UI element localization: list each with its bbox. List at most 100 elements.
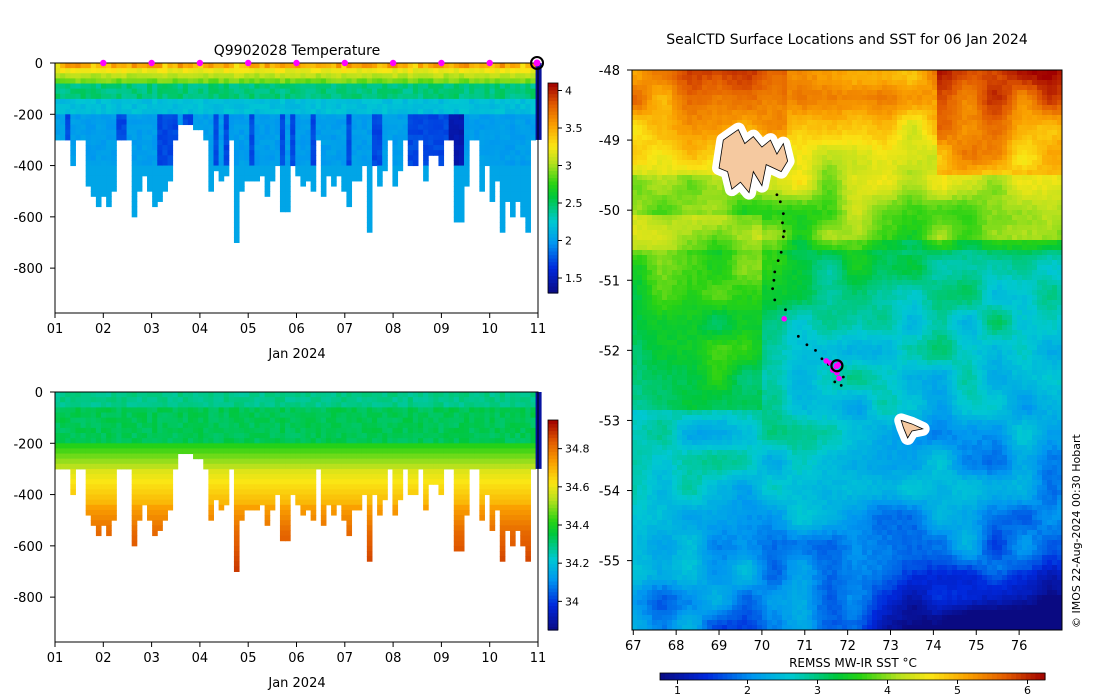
temp-profile-cell	[331, 145, 337, 151]
temp-profile-cell	[285, 104, 291, 110]
sal-profile-cell	[264, 448, 271, 455]
sal-profile-cell	[55, 443, 61, 449]
sal-profile-cell	[95, 397, 102, 403]
temp-profile-cell	[336, 170, 342, 177]
sal-profile-cell	[341, 474, 347, 480]
temp-profile-cell	[213, 165, 220, 172]
temp-profile-cell	[274, 98, 281, 105]
sst-cell	[812, 70, 818, 76]
sal-profile-cell	[499, 443, 506, 449]
temp-profile-cell	[264, 104, 271, 110]
temp-profile-cell	[392, 160, 399, 167]
sst-cell	[937, 100, 943, 106]
sal-profile-cell	[85, 494, 92, 501]
sal-profile-cell	[131, 484, 138, 490]
temp-profile-cell	[325, 109, 332, 115]
sal-profile-cell	[233, 509, 240, 516]
temp-profile-cell	[182, 73, 189, 79]
temp-profile-cell	[285, 134, 291, 141]
sal-profile-cell	[203, 397, 209, 403]
temperature-colorbar-segment	[548, 258, 558, 263]
sal-profile-cell	[239, 509, 245, 516]
salinity-colorbar-segment	[548, 588, 558, 593]
sal-profile-cell	[244, 458, 250, 465]
temp-profile-cell	[423, 73, 429, 79]
sal-profile-cell	[520, 392, 526, 398]
temp-profile-cell	[499, 134, 506, 141]
temp-profile-cell	[254, 145, 261, 151]
salinity-x-tick-label: 01	[47, 651, 64, 666]
sal-profile-cell	[300, 417, 307, 424]
sst-cell	[742, 80, 748, 86]
sal-profile-cell	[331, 499, 337, 506]
sal-profile-cell	[341, 443, 347, 449]
sal-profile-cell	[177, 402, 184, 408]
sal-profile-cell	[147, 412, 153, 419]
sst-cell	[1002, 80, 1008, 86]
temp-profile-cell	[152, 165, 158, 172]
sst-cell	[787, 85, 793, 91]
sal-profile-cell	[428, 397, 434, 403]
sal-profile-cell	[167, 443, 174, 449]
temp-profile-cell	[101, 78, 107, 85]
temp-profile-cell	[80, 134, 87, 141]
sal-profile-cell	[392, 484, 399, 490]
temp-profile-cell	[152, 139, 158, 146]
temp-profile-cell	[331, 63, 337, 69]
sal-profile-cell	[504, 392, 511, 398]
sal-profile-cell	[101, 509, 107, 516]
temp-profile-cell	[336, 150, 342, 156]
temp-profile-cell	[208, 93, 214, 100]
temp-profile-cell	[331, 139, 337, 146]
sal-profile-cell	[499, 515, 506, 521]
sal-profile-cell	[131, 504, 138, 511]
temp-profile-cell	[371, 93, 378, 100]
temp-profile-cell	[453, 186, 460, 192]
sal-profile-cell	[417, 433, 424, 439]
sal-profile-cell	[510, 417, 516, 424]
sal-profile-cell	[530, 422, 537, 429]
salinity-colorbar-segment	[548, 605, 558, 610]
temp-profile-cell	[157, 68, 163, 74]
temp-profile-cell	[172, 68, 179, 74]
sal-profile-cell	[162, 448, 168, 455]
sal-profile-cell	[300, 479, 307, 485]
sal-profile-cell	[198, 453, 204, 460]
temp-profile-cell	[438, 145, 445, 151]
sst-cell	[647, 70, 653, 76]
temp-profile-cell	[346, 150, 353, 156]
sal-profile-cell	[95, 433, 102, 439]
sal-profile-cell	[315, 422, 322, 429]
temp-profile-cell	[520, 114, 526, 120]
sal-profile-cell	[428, 468, 434, 475]
sst-cell	[657, 100, 663, 106]
sal-profile-cell	[106, 489, 112, 496]
sal-profile-cell	[382, 453, 388, 460]
temp-profile-cell	[377, 63, 383, 69]
sal-profile-cell	[95, 499, 102, 506]
sst-cell	[882, 80, 888, 86]
temp-profile-cell	[530, 104, 537, 110]
temperature-plot-area	[55, 63, 542, 243]
sal-profile-cell	[366, 479, 373, 485]
sst-cell	[667, 85, 673, 91]
salinity-colorbar-segment	[548, 434, 558, 439]
temp-profile-cell	[95, 150, 102, 156]
temp-profile-cell	[177, 68, 184, 74]
sal-profile-cell	[392, 427, 399, 434]
temp-profile-cell	[85, 155, 92, 161]
sal-profile-cell	[377, 402, 383, 408]
sst-cell	[752, 70, 758, 76]
temp-profile-cell	[80, 88, 87, 95]
sst-cell	[1022, 100, 1028, 106]
temp-profile-cell	[361, 78, 368, 85]
sal-profile-cell	[336, 433, 342, 439]
temp-profile-cell	[494, 175, 501, 182]
temp-profile-cell	[70, 114, 76, 120]
sal-profile-cell	[300, 412, 307, 419]
temp-profile-cell	[254, 175, 261, 182]
temp-profile-cell	[228, 63, 235, 69]
temp-profile-cell	[203, 114, 209, 120]
temp-profile-cell	[423, 109, 429, 115]
sal-profile-cell	[85, 453, 92, 460]
